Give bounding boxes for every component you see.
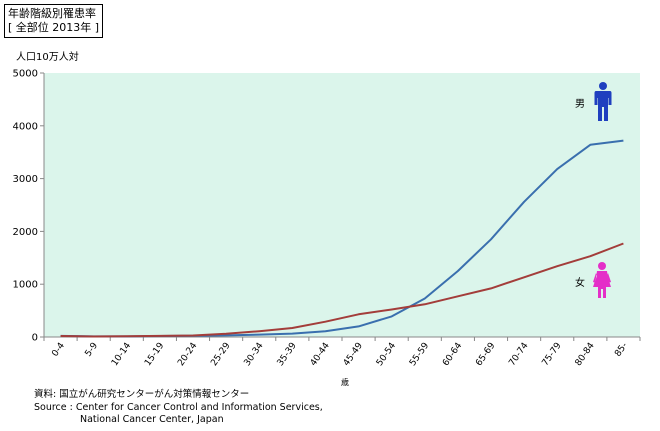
source-line-ja: 資料: 国立がん研究センターがん対策情報センター: [34, 389, 250, 400]
y-tick-label: 1000: [13, 280, 38, 291]
y-tick-label: 2000: [13, 227, 38, 238]
y-axis-unit-label: 人口10万人対: [16, 52, 79, 63]
x-tick-label: 65-69: [474, 341, 497, 368]
x-tick-label: 40-44: [309, 341, 332, 368]
y-tick-label: 0: [32, 333, 38, 344]
x-tick-label: 5-9: [83, 341, 100, 359]
series-line-female: [60, 242, 624, 338]
x-axis-label: 歳: [341, 377, 349, 387]
series-lines: [60, 139, 624, 338]
x-tick-label: 80-84: [574, 341, 597, 368]
x-tick-label: 60-64: [441, 341, 464, 368]
source-note: 資料: 国立がん研究センターがん対策情報センター Source : Center…: [34, 389, 323, 427]
x-tick-label: 70-74: [507, 341, 530, 368]
y-tick-label: 3000: [13, 174, 38, 185]
male-series-label: 男: [575, 98, 585, 110]
x-tick-label: 10-14: [110, 341, 133, 368]
x-tick-label: 20-24: [176, 341, 199, 368]
chart-subtitle: [ 全部位 2013年 ]: [8, 21, 100, 34]
x-tick-label: 45-49: [342, 341, 365, 368]
source-line-en-2: National Cancer Center, Japan: [80, 414, 224, 425]
y-tick-label: 5000: [13, 69, 38, 80]
x-tick-label: 50-54: [375, 341, 398, 368]
chart-title-box: 年齢階級別罹患率 [ 全部位 2013年 ]: [4, 4, 104, 38]
x-tick-label: 15-19: [143, 341, 166, 368]
x-tick-label: 35-39: [276, 341, 299, 368]
x-tick-label: 75-79: [540, 341, 563, 368]
x-tick-label: 30-34: [242, 341, 265, 368]
y-axis-ticks: 0 1000 2000 3000 4000 5000: [13, 69, 44, 344]
x-tick-label: 25-29: [209, 341, 232, 368]
y-tick-label: 4000: [13, 121, 38, 132]
legend-icons: [593, 82, 612, 298]
source-line-en: Source : Center for Cancer Control and I…: [34, 401, 323, 413]
x-tick-label: 85-: [613, 341, 630, 359]
female-person-icon: [593, 262, 611, 298]
plot-area: [44, 73, 640, 337]
x-tick-label: 0-4: [50, 341, 67, 359]
x-axis-ticks: 0-4 5-9 10-14 15-19 20-24 25-29 30-34 35-39 40-4…: [43, 337, 641, 368]
female-series-label: 女: [575, 276, 585, 289]
chart-title: 年齢階級別罹患率: [8, 7, 96, 20]
male-person-icon: [594, 82, 612, 121]
x-tick-label: 55-59: [408, 341, 431, 368]
